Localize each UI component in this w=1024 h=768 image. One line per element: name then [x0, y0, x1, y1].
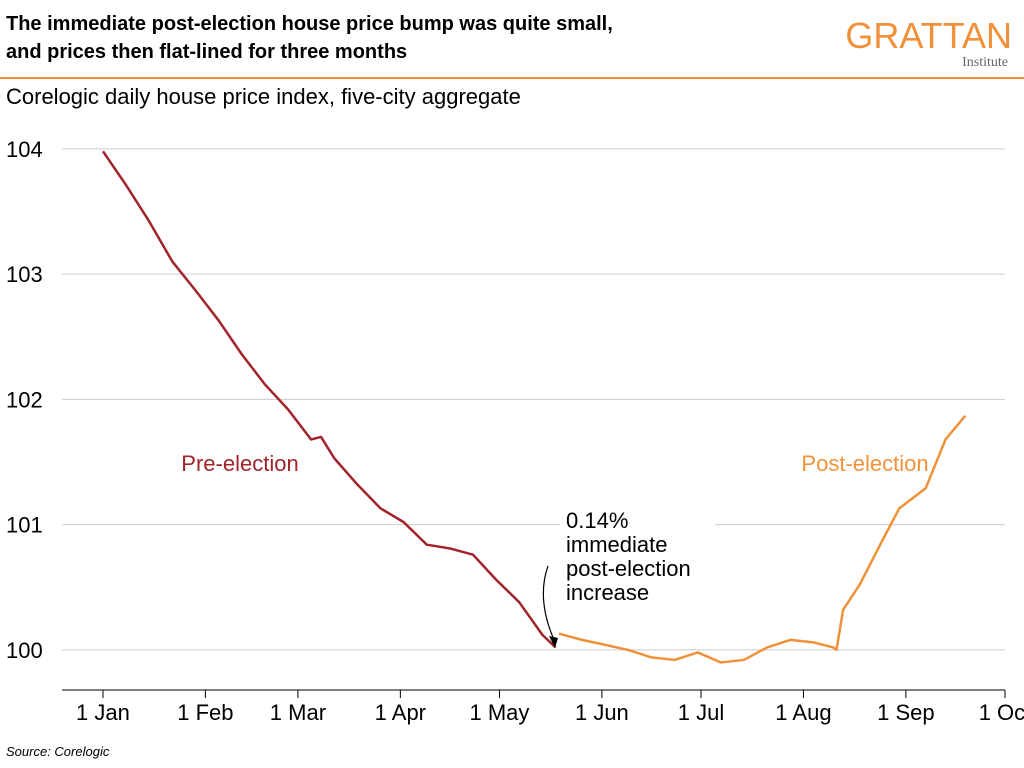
series-label: Post-election: [801, 451, 928, 476]
y-tick-label: 104: [6, 137, 43, 162]
x-tick-label: 1 May: [470, 700, 530, 725]
annotation-arrow: [542, 565, 556, 643]
line-series: [101, 150, 557, 649]
chart-title: The immediate post-election house price …: [6, 13, 613, 35]
x-tick-label: 1 Apr: [375, 700, 426, 725]
x-tick-label: 1 Jun: [575, 700, 629, 725]
chart-subtitle: Corelogic daily house price index, five-…: [6, 84, 521, 109]
series-label: Pre-election: [181, 451, 298, 476]
x-tick-label: 1 Sep: [877, 700, 935, 725]
annotation: post-election: [566, 556, 691, 581]
x-tick-label: 1 Jan: [76, 700, 130, 725]
x-tick-label: 1 Jul: [678, 700, 724, 725]
y-tick-label: 102: [6, 387, 43, 412]
x-tick-label: 1 Aug: [775, 700, 831, 725]
annotation-arrowhead: [549, 636, 558, 648]
line-series: [558, 414, 967, 664]
annotation: 0.14%: [566, 508, 628, 533]
chart-title: and prices then flat-lined for three mon…: [6, 41, 407, 63]
source: Source: Corelogic: [6, 744, 110, 759]
y-tick-label: 101: [6, 513, 43, 538]
logo-subtitle: Institute: [962, 55, 1008, 70]
annotation: increase: [566, 580, 649, 605]
x-tick-label: 1 Oct: [979, 700, 1024, 725]
logo: GRATTAN: [845, 15, 1012, 56]
y-tick-label: 100: [6, 638, 43, 663]
annotation-background: [560, 505, 715, 603]
x-tick-label: 1 Mar: [270, 700, 326, 725]
y-tick-label: 103: [6, 262, 43, 287]
annotation: immediate: [566, 532, 667, 557]
x-tick-label: 1 Feb: [177, 700, 233, 725]
